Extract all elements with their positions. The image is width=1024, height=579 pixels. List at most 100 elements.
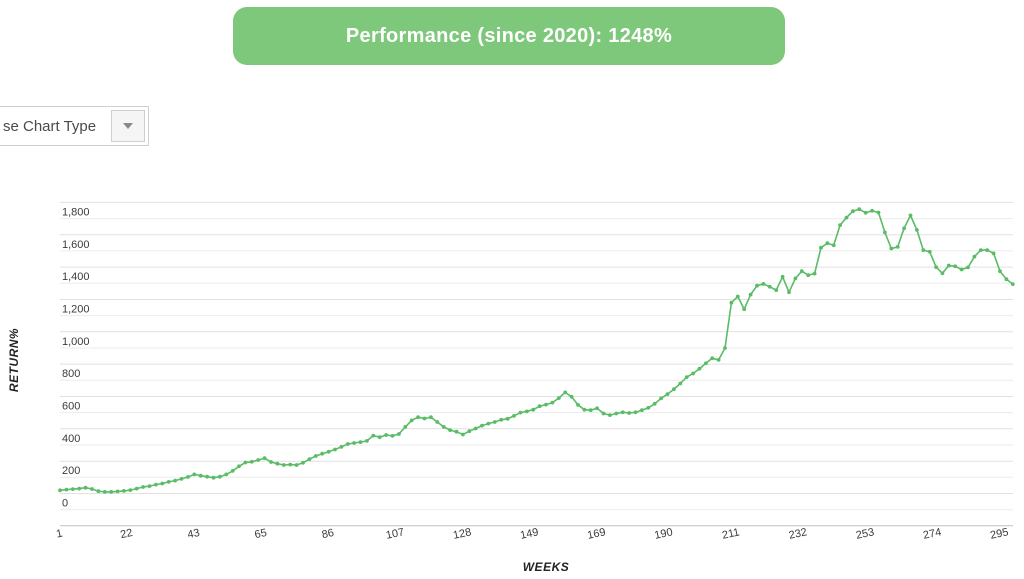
data-point [307,457,312,462]
data-point [729,300,734,305]
data-point [620,410,625,415]
data-point [652,401,657,406]
data-point [550,400,555,405]
data-point [608,413,612,417]
data-point [799,269,804,274]
data-point [627,411,631,415]
data-point [269,460,273,464]
data-point [889,246,894,251]
data-point [646,405,651,410]
data-point [486,421,491,426]
data-point [838,223,842,228]
data-point [422,416,427,421]
data-point [358,440,363,444]
data-point [985,248,990,253]
y-tick-label: 1,600 [62,239,90,251]
data-point [211,475,216,480]
data-point [237,464,241,469]
data-point [492,420,497,424]
data-point [384,433,388,437]
data-point [966,265,970,270]
data-point [742,307,747,312]
data-point [569,394,574,399]
data-point [262,456,267,461]
data-point [134,486,139,491]
performance-banner: Performance (since 2020): 1248% [233,7,785,65]
data-point [908,213,913,218]
data-point [186,475,190,479]
chart-type-dropdown-label: se Chart Type [3,117,97,135]
data-point [435,420,440,424]
data-point [633,410,638,415]
x-tick-label: 65 [254,527,268,541]
y-tick-label: 600 [62,401,80,413]
data-point [218,474,222,479]
data-point [416,415,420,420]
data-point [345,442,350,446]
data-point [58,488,62,493]
data-point [205,474,210,479]
data-point [537,404,542,409]
data-point [454,429,459,434]
data-point [927,249,932,254]
data-point [294,463,299,467]
data-point [640,408,644,413]
data-point [1004,277,1009,282]
data-point [659,396,663,401]
chart-type-dropdown[interactable]: se Chart Type [0,106,149,146]
data-point [109,490,114,494]
x-tick-label: 128 [452,526,472,542]
data-point [934,265,938,269]
data-point [505,416,510,421]
y-tick-label: 0 [62,498,68,510]
x-tick-label: 211 [721,526,741,541]
data-point [403,425,408,429]
data-point [441,425,446,429]
x-tick-label: 107 [385,526,405,542]
data-point [576,403,580,407]
data-point [806,273,811,278]
data-point [320,451,325,456]
data-point [141,485,146,489]
data-point [301,460,305,465]
data-point [249,459,254,464]
data-point [147,484,152,488]
data-point [991,251,996,256]
data-point [1010,282,1015,286]
data-point [588,408,593,413]
data-point [90,487,94,491]
data-point [77,486,82,491]
data-point [953,264,958,269]
data-point [857,207,862,212]
data-point [940,271,945,276]
data-point [978,248,983,253]
data-point [243,460,248,465]
data-point [793,276,798,281]
data-point [518,410,523,415]
data-point [122,489,126,493]
data-point [198,473,203,478]
data-point [64,487,69,492]
data-point [173,478,178,483]
data-point [972,254,977,259]
x-tick-label: 253 [855,526,875,542]
data-point [192,472,197,477]
data-point [774,288,779,292]
x-tick-label: 22 [119,527,133,541]
data-point [684,375,689,379]
y-tick-label: 1,000 [62,336,90,348]
data-point [601,411,606,416]
x-axis-title: WEEKS [522,560,570,574]
data-point [767,284,772,289]
data-point [710,356,715,361]
dropdown-arrow-button[interactable] [111,110,145,142]
data-point [876,210,881,215]
data-point [429,415,433,420]
x-tick-label: 86 [321,527,335,541]
data-point [704,361,708,366]
data-point [761,282,766,286]
data-point [166,480,171,484]
data-point [371,433,376,438]
data-point [313,454,318,458]
